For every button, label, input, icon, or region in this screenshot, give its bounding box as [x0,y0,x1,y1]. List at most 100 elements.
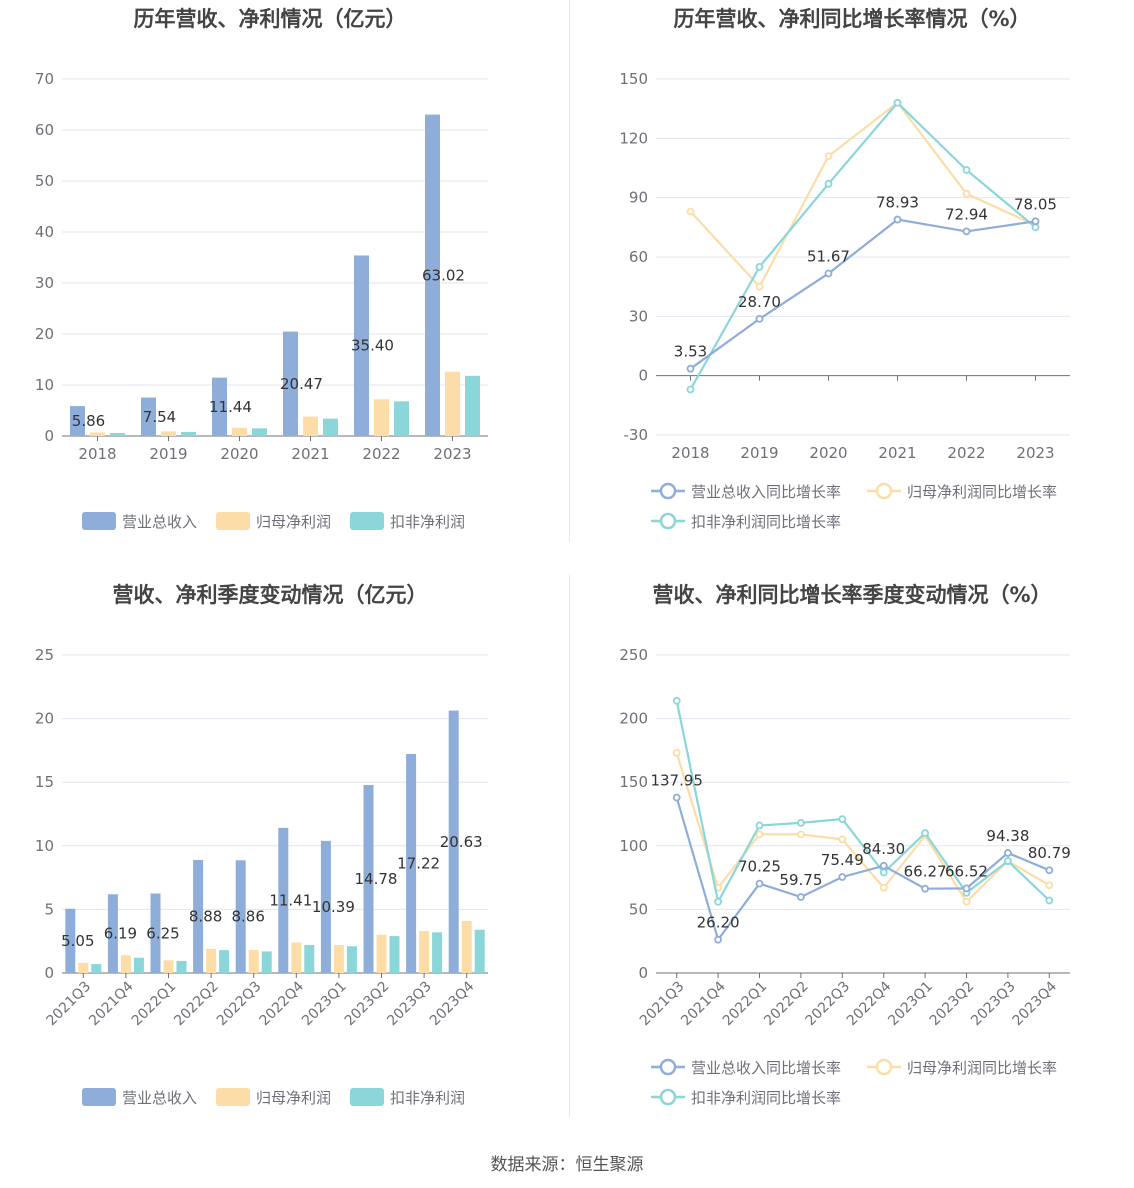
data-point [824,152,833,161]
legend-label: 扣非净利润同比增长率 [691,513,841,531]
data-point [796,819,805,827]
point-value-label: 84.30 [862,840,905,858]
data-point [672,793,681,802]
bar-deducted-profit [323,418,338,436]
x-tick-label: 2023Q1 [299,979,350,1030]
bar-value-label: 11.41 [269,891,312,909]
divider-bottom [569,575,570,1117]
legend-label: 扣非净利润同比增长率 [691,1089,841,1107]
legend-label: 归母净利润 [256,513,331,531]
bar-deducted-profit [465,375,480,436]
y-tick-label: 120 [619,129,648,147]
y-tick-label: 20 [35,325,54,343]
data-point [755,282,764,291]
x-tick-label: 2023 [1016,444,1054,462]
bar-value-label: 7.54 [143,408,176,426]
bar-net-profit [291,942,302,973]
data-point [824,179,833,188]
bar-value-label: 11.44 [209,398,252,416]
data-point [1031,217,1040,226]
data-point [921,829,930,837]
x-tick-label: 2023Q4 [1010,978,1061,1029]
data-point [962,166,971,174]
data-point [962,897,971,906]
bar-value-label: 14.78 [355,870,398,888]
y-tick-label: 90 [629,189,648,207]
bar-deducted-profit [252,428,267,436]
x-tick-label: 2021Q3 [44,979,95,1030]
bar-net-profit [120,955,131,973]
x-tick-label: 2021 [291,445,329,463]
data-point [714,935,723,944]
bar-net-profit [163,960,174,973]
legend-swatch [82,512,116,530]
data-point [755,315,764,323]
x-tick-label: 2022Q4 [844,978,895,1029]
legend-swatch [216,512,250,530]
bar-deducted-profit [389,936,400,973]
legend-label: 归母净利润 [256,1089,331,1107]
point-value-label: 80.79 [1028,844,1071,862]
bar-revenue [425,114,440,437]
y-tick-label: 30 [35,274,54,292]
bar-value-label: 8.88 [189,908,222,926]
bar-revenue [141,397,156,436]
bar-revenue [278,827,289,973]
legend-marker [875,482,893,500]
bar-deducted-profit [181,431,196,436]
x-tick-label: 2021Q4 [86,978,137,1029]
y-tick-label: 10 [35,837,54,855]
divider-top [569,0,570,542]
bar-net-profit [232,427,247,436]
bar-deducted-profit [304,945,315,973]
chart-svg: 历年营收、净利同比增长率情况（%） -30 0 30 60 90 120 150 2018 201… [619,7,1070,531]
data-point [796,893,805,901]
bar-value-label: 20.63 [440,833,483,851]
bar-deducted-profit [432,932,443,973]
point-value-label: 78.05 [1014,195,1057,213]
data-point [1045,866,1054,875]
annual-growth-rate-chart: 历年营收、净利同比增长率情况（%） -30 0 30 60 90 120 150 2018 201… [567,0,1134,575]
y-tick-label: 0 [638,367,648,385]
x-tick-label: 2020 [220,445,258,463]
bar-value-label: 5.05 [61,932,94,950]
legend-marker [659,482,677,500]
legend-label: 扣非净利润 [390,513,465,531]
annual-revenue-profit-chart: 历年营收、净利情况（亿元） 0 10 20 30 40 50 60 70 2018 2019 2020… [0,0,567,575]
bar-net-profit [78,962,89,973]
x-tick-label: 2021 [878,444,916,462]
x-tick-label: 2022 [947,444,985,462]
bar-net-profit [461,920,472,973]
point-value-label: 59.75 [779,871,822,889]
x-tick-label: 2022Q3 [803,979,854,1030]
legend-label: 营业总收入同比增长率 [691,483,841,501]
quarterly-revenue-profit-chart: 营收、净利季度变动情况（亿元） 0 5 10 15 20 25 2021Q3 2021Q4 202… [0,575,567,1150]
data-point [1003,849,1012,857]
point-value-label: 66.27 [904,863,947,881]
bar-revenue [283,331,298,436]
bar-net-profit [376,934,387,973]
legend-label: 营业总收入 [122,1089,197,1107]
bar-deducted-profit [474,929,485,973]
bar-value-label: 5.86 [72,412,105,430]
series-line [675,797,1050,943]
legend-marker [659,1058,677,1076]
series-line [675,700,1051,905]
y-tick-label: -30 [624,426,649,444]
y-tick-label: 150 [619,70,648,88]
y-tick-label: 70 [35,70,54,88]
data-point [879,868,888,877]
x-tick-label: 2022Q3 [214,979,265,1030]
y-tick-label: 60 [629,248,648,266]
y-tick-label: 5 [44,900,54,918]
chart-title: 营收、净利季度变动情况（亿元） [113,583,428,607]
point-value-label: 72.94 [945,205,988,223]
data-point [921,884,930,893]
data-point [686,385,695,394]
point-value-label: 78.93 [876,194,919,212]
bar-revenue [70,406,85,436]
bar-revenue [65,908,76,973]
data-point [962,189,971,198]
x-tick-label: 2022Q4 [257,978,308,1029]
data-point [1003,857,1012,865]
